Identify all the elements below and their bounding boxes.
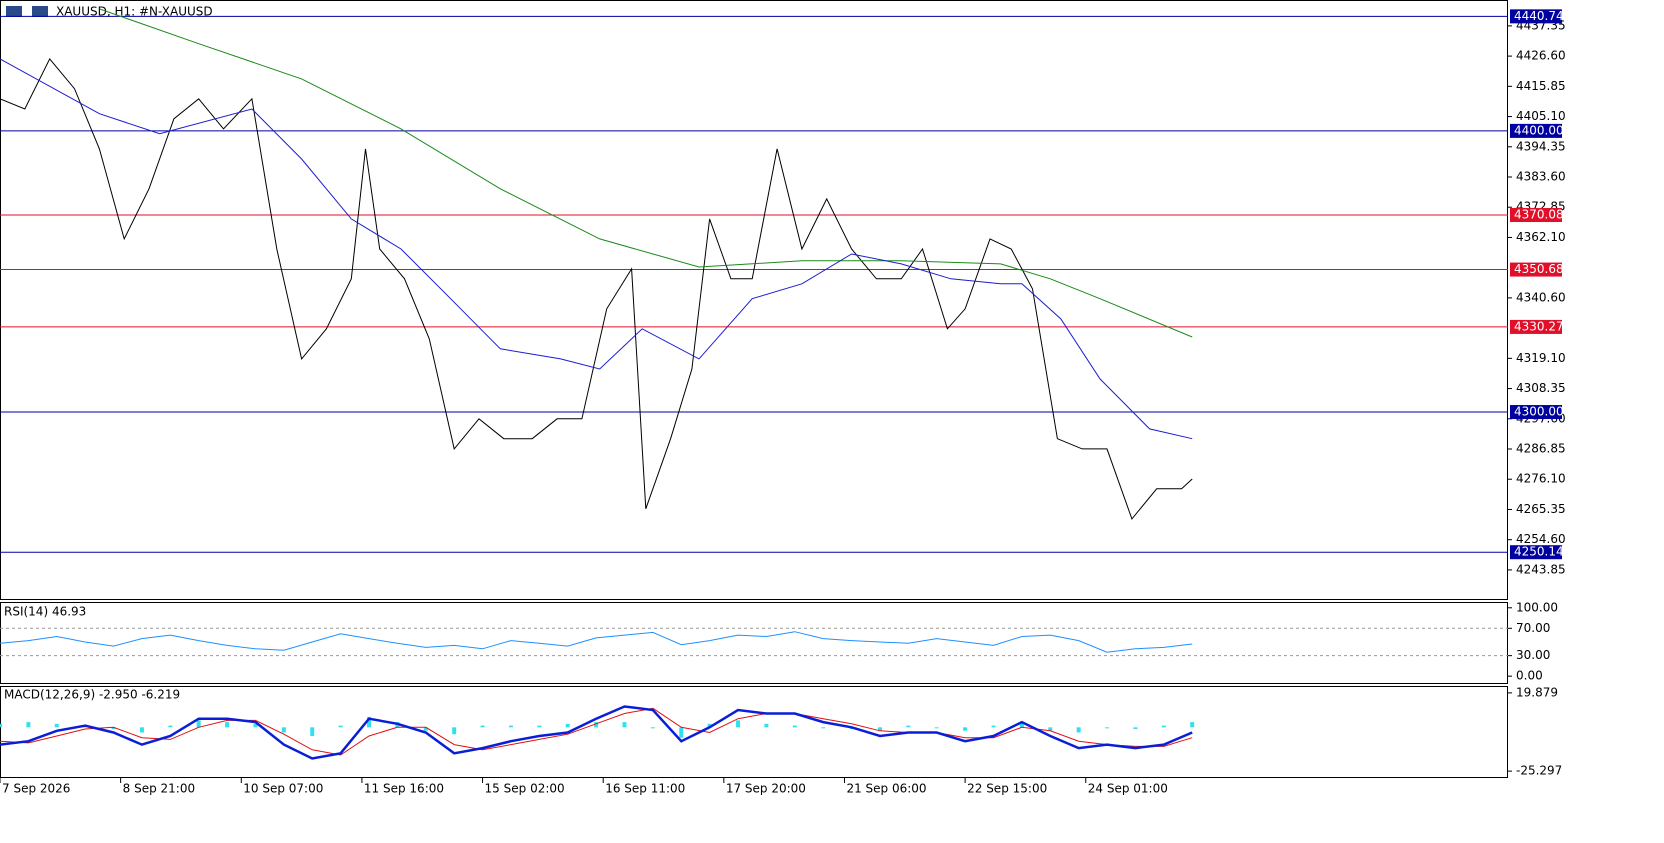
y-tick-label: 4308.35 (1516, 381, 1566, 395)
price-level-box (1510, 545, 1562, 560)
histogram-bar (1133, 727, 1138, 730)
y-tick-label: 4383.60 (1516, 169, 1566, 183)
price-level-label: 4250.14 (1514, 545, 1564, 559)
x-tick-label: 11 Sep 16:00 (364, 782, 444, 796)
price-level-label: 4400.00 (1514, 123, 1564, 137)
histogram-bar (963, 727, 968, 731)
histogram-bar (1161, 725, 1166, 728)
histogram-bar (707, 723, 712, 728)
price-level-box (1510, 123, 1562, 138)
y-tick-label: 70.00 (1516, 621, 1550, 635)
price-level-label: 4300.00 (1514, 405, 1564, 419)
histogram-bar (1105, 727, 1110, 729)
series-line (99, 8, 1193, 338)
histogram-bar (0, 723, 2, 728)
histogram-bar (1048, 727, 1053, 731)
x-tick-label: 16 Sep 11:00 (605, 782, 685, 796)
y-tick-label: -25.297 (1516, 764, 1562, 778)
price-level-label: 4350.68 (1514, 262, 1564, 276)
y-tick-label: 4362.10 (1516, 230, 1566, 244)
y-tick-label: 0.00 (1516, 669, 1543, 683)
y-tick-label: 4319.10 (1516, 351, 1566, 365)
x-tick-label: 7 Sep 2026 (2, 782, 70, 796)
histogram-bar (111, 727, 116, 730)
rsi-panel-frame (0, 602, 1508, 684)
histogram-bar (480, 725, 485, 728)
y-tick-label: 19.879 (1516, 685, 1558, 699)
histogram-bar (508, 725, 513, 728)
x-tick-label: 24 Sep 01:00 (1088, 782, 1168, 796)
y-tick-label: 4426.60 (1516, 49, 1566, 63)
histogram-bar (310, 727, 315, 736)
histogram-bar (934, 727, 939, 729)
price-level-box (1510, 405, 1562, 420)
histogram-bar (565, 723, 570, 728)
price-level-label: 4330.27 (1514, 319, 1564, 333)
x-tick-label: 17 Sep 20:00 (726, 782, 806, 796)
price-level-label: 4370.08 (1514, 208, 1564, 222)
histogram-bar (338, 725, 343, 728)
y-tick-label: 4340.60 (1516, 290, 1566, 304)
series-line (0, 705, 1193, 760)
histogram-bar (168, 725, 173, 728)
x-tick-label: 21 Sep 06:00 (846, 782, 926, 796)
price-level-box (1510, 319, 1562, 334)
histogram-bar (736, 720, 741, 728)
histogram-bar (1076, 727, 1081, 733)
y-tick-label: 4405.10 (1516, 109, 1566, 123)
histogram-bar (906, 725, 911, 728)
series-line (0, 57, 1193, 520)
histogram-bar (54, 723, 59, 728)
price-level-box (1510, 208, 1562, 223)
y-tick-label: 4394.35 (1516, 139, 1566, 153)
chart-title: XAUUSD, H1: #N-XAUUSD (56, 5, 213, 19)
y-tick-label: 4276.10 (1516, 472, 1566, 486)
histogram-bar (1190, 722, 1195, 728)
histogram-bar (26, 722, 31, 728)
histogram-bar (679, 727, 684, 738)
histogram-bar (821, 727, 826, 729)
price-level-box (1510, 9, 1562, 24)
series-line (0, 58, 1193, 440)
histogram-bar (537, 725, 542, 728)
histogram-bar (253, 723, 258, 728)
y-tick-label: 4243.85 (1516, 562, 1566, 576)
histogram-bar (423, 727, 428, 731)
y-tick-label: 4265.35 (1516, 502, 1566, 516)
x-tick-label: 10 Sep 07:00 (243, 782, 323, 796)
histogram-bar (877, 727, 882, 731)
histogram-bar (367, 716, 372, 728)
histogram-bar (452, 727, 457, 735)
series-line (0, 631, 1193, 653)
x-tick-label: 15 Sep 02:00 (485, 782, 565, 796)
histogram-bar (622, 722, 627, 728)
x-tick-label: 22 Sep 15:00 (967, 782, 1047, 796)
y-tick-label: 100.00 (1516, 600, 1558, 614)
histogram-bar (139, 727, 144, 733)
histogram-bar (1019, 722, 1024, 728)
histogram-bar (792, 725, 797, 728)
price-level-box (1510, 262, 1562, 277)
y-tick-label: 4415.85 (1516, 79, 1566, 93)
series-line (0, 707, 1193, 756)
symbol-icons (6, 6, 48, 17)
rsi-title: RSI(14) 46.93 (4, 605, 86, 619)
histogram-bar (225, 722, 230, 728)
y-tick-label: 30.00 (1516, 648, 1550, 662)
price-level-label: 4440.74 (1514, 9, 1564, 23)
main-panel-frame (0, 0, 1508, 600)
histogram-bar (650, 727, 655, 729)
histogram-bar (281, 727, 286, 733)
macd-title: MACD(12,26,9) -2.950 -6.219 (4, 688, 180, 702)
histogram-bar (196, 720, 201, 728)
histogram-bar (764, 723, 769, 728)
y-tick-label: 4254.60 (1516, 532, 1566, 546)
macd-panel-frame (0, 686, 1508, 778)
histogram-bar (991, 725, 996, 728)
y-tick-label: 4286.85 (1516, 442, 1566, 456)
histogram-bar (594, 722, 599, 728)
x-tick-label: 8 Sep 21:00 (123, 782, 195, 796)
